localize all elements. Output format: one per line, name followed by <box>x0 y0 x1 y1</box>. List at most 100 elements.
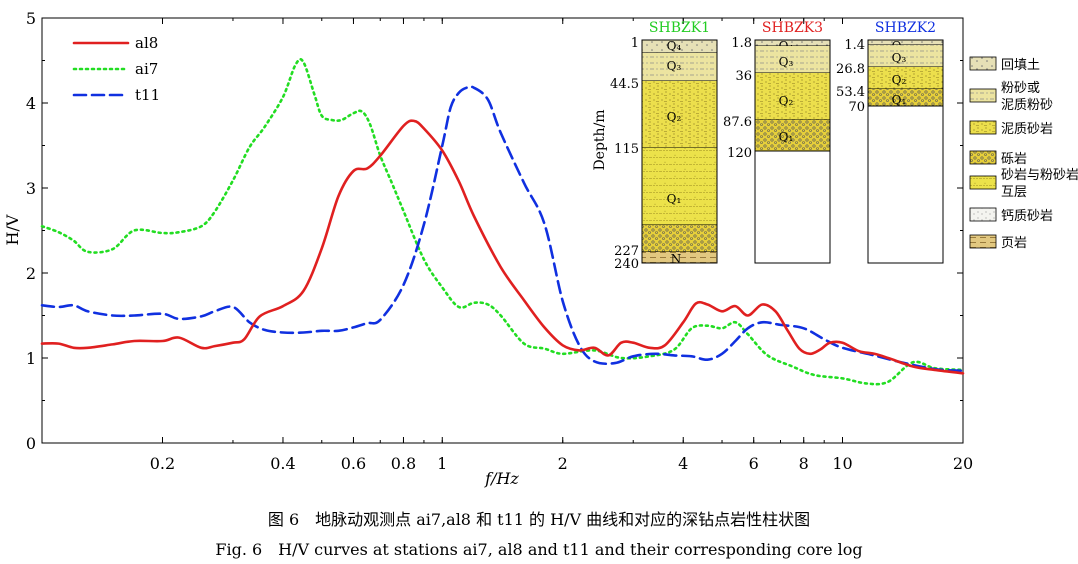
core-layer-label: Q₃ <box>779 55 794 69</box>
core-column-title: SHBZK1 <box>649 20 710 36</box>
core-column-outline <box>641 39 718 264</box>
chart-legend: al8 ai7 t11 <box>72 34 160 104</box>
y-axis-label: H/V <box>3 214 22 245</box>
lith-legend-item: 砾岩 <box>969 150 1027 167</box>
lith-legend-label: 泥质砂岩 <box>1001 122 1053 137</box>
lith-legend-label: 回填土 <box>1001 58 1040 73</box>
lith-swatch <box>969 175 997 190</box>
lith-legend-item: 泥质砂岩 <box>969 120 1053 137</box>
core-layer-label: Q₃ <box>667 59 682 73</box>
core-depth-label: 227 <box>614 244 639 259</box>
core-layer <box>642 53 717 81</box>
core-layer <box>755 40 830 46</box>
core-layer <box>868 89 943 106</box>
lith-swatch <box>969 207 997 222</box>
core-layer <box>642 252 717 263</box>
x-tick-label: 4 <box>678 454 688 473</box>
figure-caption-chinese: 图 6 地脉动观测点 ai7,al8 和 t11 的 H/V 曲线和对应的深钻点… <box>267 510 811 529</box>
lith-legend-item: 回填土 <box>969 56 1040 73</box>
core-column-SHBZK2: SHBZK2Q₄Q₃Q₂Q₁1.426.853.470 <box>836 20 944 264</box>
core-depth-label: 1.4 <box>844 38 865 53</box>
lith-legend-label: 砾岩 <box>1001 152 1027 167</box>
core-layer-label: Q₂ <box>667 110 682 124</box>
core-column-title: SHBZK2 <box>875 20 936 36</box>
lith-legend-label: 粉砂或 <box>1001 81 1040 96</box>
lith-swatch <box>969 120 997 135</box>
lith-legend-item: 钙质砂岩 <box>969 207 1053 224</box>
core-depth-label: 44.5 <box>610 77 639 92</box>
core-layer <box>755 120 830 151</box>
series-line-ai7 <box>40 57 965 386</box>
core-depth-label: 240 <box>614 257 639 272</box>
lith-legend-label: 钙质砂岩 <box>1001 209 1053 224</box>
core-column-title: SHBZK3 <box>762 20 823 36</box>
lith-swatch <box>969 56 997 71</box>
core-layer <box>868 67 943 89</box>
core-column-outline <box>867 39 944 264</box>
core-depth-label: 120 <box>727 146 752 161</box>
x-tick-label: 0.8 <box>391 454 416 473</box>
x-tick-label: 6 <box>749 454 759 473</box>
x-tick-label: 1 <box>437 454 447 473</box>
core-layer-label: Q₁ <box>892 93 907 107</box>
core-layer-label: Q₂ <box>779 94 794 108</box>
core-layer <box>868 45 943 67</box>
core-layer-label: Q₄ <box>667 39 682 53</box>
core-layer <box>868 40 943 45</box>
core-layer <box>642 81 717 148</box>
lith-legend-label: 泥质粉砂 <box>1001 98 1053 113</box>
lith-swatch <box>969 150 997 165</box>
core-log-inset: Depth/mSHBZK1Q₄Q₃Q₂Q₁N144.5115227240SHBZ… <box>592 20 944 272</box>
core-layer-label: N <box>671 252 682 266</box>
legend-label-al8: al8 <box>135 34 158 52</box>
x-tick-label: 10 <box>832 454 852 473</box>
series-layer <box>40 57 965 386</box>
core-layer <box>642 40 717 53</box>
core-depth-label: 1.8 <box>731 36 752 51</box>
lith-legend-label: 互层 <box>1001 185 1027 200</box>
core-layer-label: Q₃ <box>892 51 907 65</box>
core-depth-label: 87.6 <box>723 115 752 130</box>
core-layer-label: Q₁ <box>667 192 682 206</box>
core-column-outline <box>754 39 831 264</box>
core-layer <box>642 225 717 252</box>
y-tick-label: 4 <box>26 94 36 113</box>
x-tick-label: 0.6 <box>341 454 366 473</box>
core-depth-label: 36 <box>735 69 752 84</box>
x-tick-label: 8 <box>799 454 809 473</box>
lith-swatch <box>969 234 997 249</box>
y-tick-label: 5 <box>26 9 36 28</box>
core-layer <box>642 148 717 225</box>
core-depth-label: 115 <box>614 142 639 157</box>
figure-caption-english: Fig. 6 H/V curves at stations ai7, al8 a… <box>215 540 863 559</box>
y-tick-label: 0 <box>26 434 36 453</box>
core-layer-label: Q₂ <box>892 73 907 87</box>
y-tick-label: 3 <box>26 179 36 198</box>
core-layer <box>755 46 830 73</box>
series-line-al8 <box>40 119 965 375</box>
inset-depth-label: Depth/m <box>592 109 608 170</box>
x-tick-label: 2 <box>558 454 568 473</box>
lith-legend-label: 页岩 <box>1001 236 1027 251</box>
lith-legend-label: 砂岩与粉砂岩 <box>1001 168 1078 183</box>
y-tick-label: 2 <box>26 264 36 283</box>
hv-chart: 0 1 2 3 4 5 0.2 0.4 0.6 0.8 1 2 4 6 8 10 20 f/Hz H/V al… <box>3 9 1078 488</box>
x-tick-label: 0.4 <box>270 454 295 473</box>
x-tick-label: 20 <box>953 454 973 473</box>
core-depth-label: 26.8 <box>836 62 865 77</box>
y-tick-label: 1 <box>26 349 36 368</box>
core-depth-label: 70 <box>848 100 865 115</box>
series-line-t11 <box>40 85 965 373</box>
core-depth-label: 53.4 <box>836 85 865 100</box>
legend-label-t11: t11 <box>135 86 160 104</box>
x-axis: 0.2 0.4 0.6 0.8 1 2 4 6 8 10 20 <box>41 18 973 473</box>
legend-label-ai7: ai7 <box>135 60 158 78</box>
core-layer <box>755 73 830 120</box>
lith-swatch <box>969 88 997 103</box>
core-layer-label: Q₁ <box>779 130 794 144</box>
